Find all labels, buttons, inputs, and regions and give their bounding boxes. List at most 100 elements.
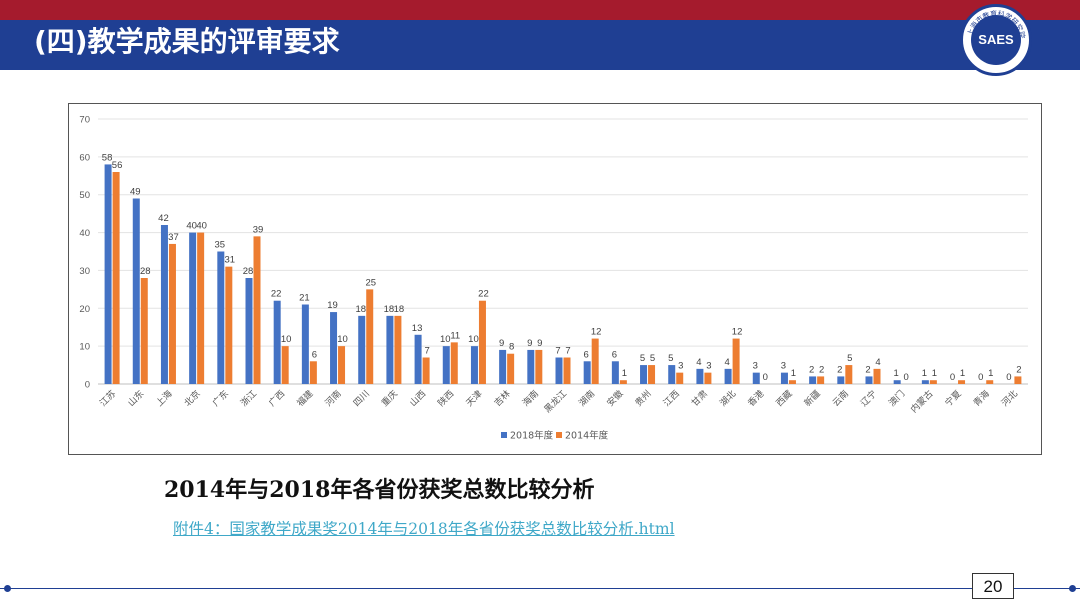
footer-dot-left [4, 585, 11, 592]
data-label: 6 [312, 349, 317, 360]
bar-2014 [788, 380, 796, 384]
bar-2018 [837, 376, 845, 384]
x-tick-label: 湖南 [576, 388, 597, 409]
data-label: 7 [565, 346, 570, 357]
x-tick-label: 香港 [745, 388, 766, 409]
data-label: 35 [215, 240, 226, 251]
data-label: 4 [696, 357, 701, 368]
data-label: 21 [299, 293, 310, 304]
x-tick-label: 浙江 [238, 388, 259, 409]
x-tick-label: 安徽 [604, 388, 625, 409]
bar-2014 [450, 342, 458, 384]
bar-2018 [865, 376, 873, 384]
data-label: 1 [622, 368, 627, 379]
data-label: 11 [450, 330, 460, 341]
data-label: 42 [158, 213, 169, 224]
bar-2014 [225, 266, 233, 384]
bar-2018 [499, 349, 507, 384]
bar-2014 [338, 346, 346, 384]
data-label: 0 [763, 372, 768, 383]
bar-2018 [442, 346, 450, 384]
bar-2014 [112, 172, 120, 384]
bar-2018 [414, 334, 422, 384]
data-label: 1 [932, 368, 937, 379]
x-tick-label: 广西 [266, 388, 287, 409]
bar-2018 [668, 365, 676, 384]
bar-2014 [1014, 376, 1022, 384]
data-label: 1 [960, 368, 965, 379]
bar-2018 [104, 164, 112, 384]
bar-2014 [535, 349, 543, 384]
data-label: 1 [988, 368, 993, 379]
bar-2014 [986, 380, 994, 384]
data-label: 22 [478, 289, 489, 300]
bar-2014 [422, 357, 430, 384]
data-label: 12 [732, 327, 743, 338]
data-label: 18 [355, 304, 366, 315]
chart-caption: 2014年与2018年各省份获奖总数比较分析 [164, 477, 595, 503]
bar-2014 [197, 232, 205, 384]
bar-2014 [309, 361, 317, 384]
data-label: 4 [724, 357, 729, 368]
bar-2018 [555, 357, 563, 384]
x-tick-label: 甘肃 [689, 388, 710, 409]
bar-2014 [817, 376, 825, 384]
data-label: 40 [196, 221, 207, 232]
data-label: 9 [527, 338, 532, 349]
data-label: 19 [327, 300, 338, 311]
data-label: 7 [424, 346, 429, 357]
bar-2018 [358, 315, 366, 384]
footer-line [0, 588, 1080, 589]
data-label: 37 [168, 232, 179, 243]
bar-2018 [470, 346, 478, 384]
data-label: 12 [591, 327, 602, 338]
data-label: 1 [922, 368, 927, 379]
data-label: 39 [253, 224, 264, 235]
x-tick-label: 山东 [125, 388, 146, 409]
bar-2018 [132, 198, 140, 384]
legend-swatch [501, 432, 507, 438]
data-label: 6 [584, 349, 589, 360]
data-label: 58 [102, 152, 113, 163]
bar-2018 [780, 372, 788, 384]
bar-2014 [958, 380, 966, 384]
x-tick-label: 重庆 [379, 388, 400, 409]
data-label: 2 [865, 364, 870, 375]
x-tick-label: 贵州 [632, 388, 653, 409]
data-label: 40 [186, 221, 197, 232]
x-tick-label: 江西 [661, 388, 682, 409]
data-label: 10 [337, 334, 348, 345]
x-tick-label: 云南 [830, 388, 851, 409]
x-tick-label: 天津 [464, 388, 485, 409]
data-label: 2 [809, 364, 814, 375]
data-label: 28 [243, 266, 254, 277]
attachment-link[interactable]: 附件4：国家教学成果奖2014年与2018年各省份获奖总数比较分析.html [173, 520, 675, 538]
x-tick-label: 内蒙古 [908, 388, 936, 416]
x-tick-label: 广东 [210, 388, 231, 409]
data-label: 2 [819, 364, 824, 375]
bar-2018 [217, 251, 225, 384]
data-label: 3 [781, 361, 786, 372]
data-label: 56 [112, 160, 123, 171]
bar-2018 [330, 312, 338, 384]
x-tick-label: 澳门 [886, 388, 907, 409]
data-label: 9 [499, 338, 504, 349]
bar-2018 [527, 349, 535, 384]
y-tick-label: 60 [79, 152, 90, 163]
data-label: 6 [612, 349, 617, 360]
footer-dot-right [1069, 585, 1076, 592]
bar-2014 [478, 300, 486, 384]
data-label: 0 [950, 372, 955, 383]
data-label: 5 [640, 353, 645, 364]
bar-2014 [563, 357, 571, 384]
bar-2018 [921, 380, 929, 384]
bar-2018 [245, 278, 253, 384]
saes-logo: 上海市教育科学研究院 SAES [960, 4, 1032, 76]
bar-2014 [619, 380, 627, 384]
x-tick-label: 福建 [294, 388, 315, 409]
data-label: 2 [837, 364, 842, 375]
bar-2018 [752, 372, 760, 384]
bar-2014 [168, 243, 176, 384]
y-tick-label: 10 [79, 342, 90, 353]
